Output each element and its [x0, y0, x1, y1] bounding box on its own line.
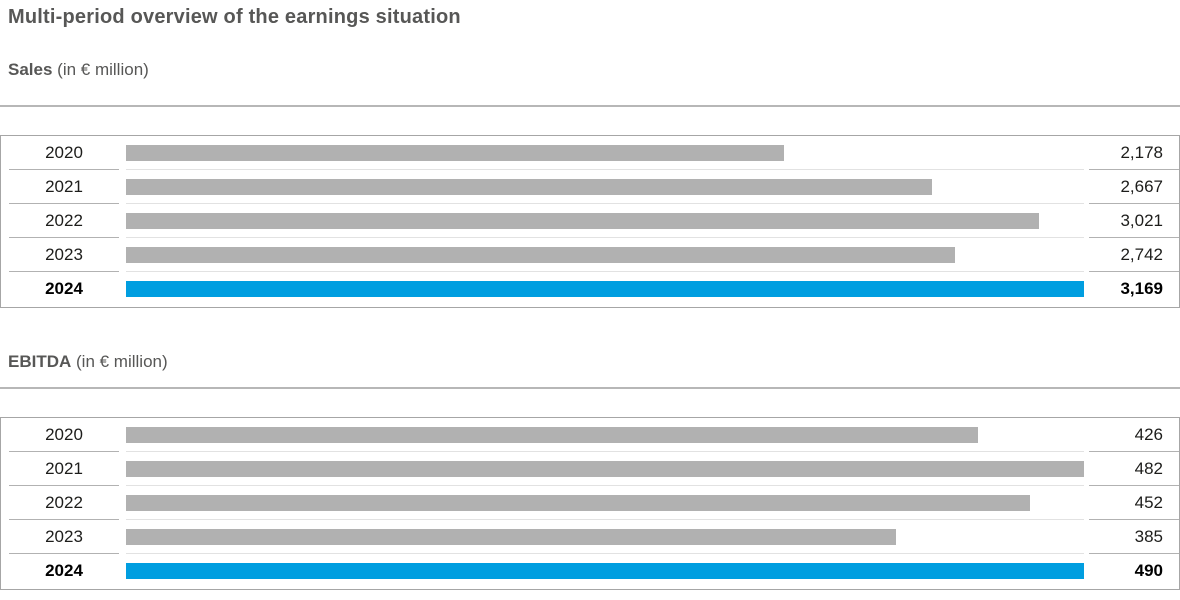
year-label: 2024	[45, 561, 83, 580]
year-label: 2021	[9, 452, 119, 486]
value-label: 2,667	[1089, 170, 1179, 204]
chart-row-2021: 2021 2,667	[1, 170, 1179, 204]
value-label: 490	[1134, 561, 1163, 580]
year-label: 2020	[9, 136, 119, 170]
value-label: 426	[1089, 418, 1179, 452]
bar	[126, 460, 1084, 477]
ebitda-chart-section: EBITDA (in € million) 2020 426 2021 482 2022…	[0, 352, 1180, 592]
value-label: 2,178	[1089, 136, 1179, 170]
year-label: 2023	[9, 238, 119, 272]
bar-cell	[126, 136, 1084, 170]
page-title: Multi-period overview of the earnings si…	[8, 6, 461, 28]
chart-row-2020: 2020 2,178	[1, 136, 1179, 170]
year-label: 2023	[9, 520, 119, 554]
divider-rule	[0, 105, 1180, 107]
value-label: 482	[1089, 452, 1179, 486]
bar-cell	[126, 170, 1084, 204]
bar	[126, 528, 896, 545]
chart-row-2023: 2023 2,742	[1, 238, 1179, 272]
bar-cell	[126, 452, 1084, 486]
chart-row-2022: 2022 452	[1, 486, 1179, 520]
year-label: 2021	[9, 170, 119, 204]
bar	[126, 212, 1040, 229]
sales-chart-unit: (in € million)	[57, 60, 149, 79]
ebitda-chart-unit: (in € million)	[76, 352, 168, 371]
year-label: 2022	[9, 486, 119, 520]
highlight-bar	[126, 281, 1084, 297]
bar	[126, 178, 933, 195]
bar	[126, 144, 785, 161]
chart-row-2024: 2024 490	[1, 554, 1179, 588]
value-label: 452	[1089, 486, 1179, 520]
bar-cell	[126, 272, 1084, 306]
bar-cell	[126, 520, 1084, 554]
year-label: 2020	[9, 418, 119, 452]
chart-row-2020: 2020 426	[1, 418, 1179, 452]
value-label: 3,169	[1120, 279, 1163, 298]
chart-row-2022: 2022 3,021	[1, 204, 1179, 238]
sales-chart-subtitle: Sales (in € million)	[8, 60, 149, 80]
year-label: 2022	[9, 204, 119, 238]
bar	[126, 494, 1030, 511]
bar-cell	[126, 204, 1084, 238]
sales-chart-name: Sales	[8, 60, 53, 79]
value-label: 2,742	[1089, 238, 1179, 272]
sales-bar-chart: 2020 2,178 2021 2,667 2022 3,021 2023 2,742 2024…	[0, 135, 1180, 308]
year-label: 2024	[45, 279, 83, 298]
divider-rule	[0, 387, 1180, 389]
bar-cell	[126, 418, 1084, 452]
bar-cell	[126, 554, 1084, 588]
chart-row-2021: 2021 482	[1, 452, 1179, 486]
bar-cell	[126, 486, 1084, 520]
value-label: 385	[1089, 520, 1179, 554]
chart-row-2024: 2024 3,169	[1, 272, 1179, 306]
bar	[126, 426, 978, 443]
highlight-bar	[126, 563, 1084, 579]
value-label: 3,021	[1089, 204, 1179, 238]
chart-row-2023: 2023 385	[1, 520, 1179, 554]
ebitda-chart-subtitle: EBITDA (in € million)	[8, 352, 168, 372]
sales-chart-section: Sales (in € million) 2020 2,178 2021 2,667 2…	[0, 60, 1180, 310]
bar-cell	[126, 238, 1084, 272]
ebitda-chart-name: EBITDA	[8, 352, 72, 371]
ebitda-bar-chart: 2020 426 2021 482 2022 452 2023 385 2024 490	[0, 417, 1180, 590]
bar	[126, 246, 955, 263]
